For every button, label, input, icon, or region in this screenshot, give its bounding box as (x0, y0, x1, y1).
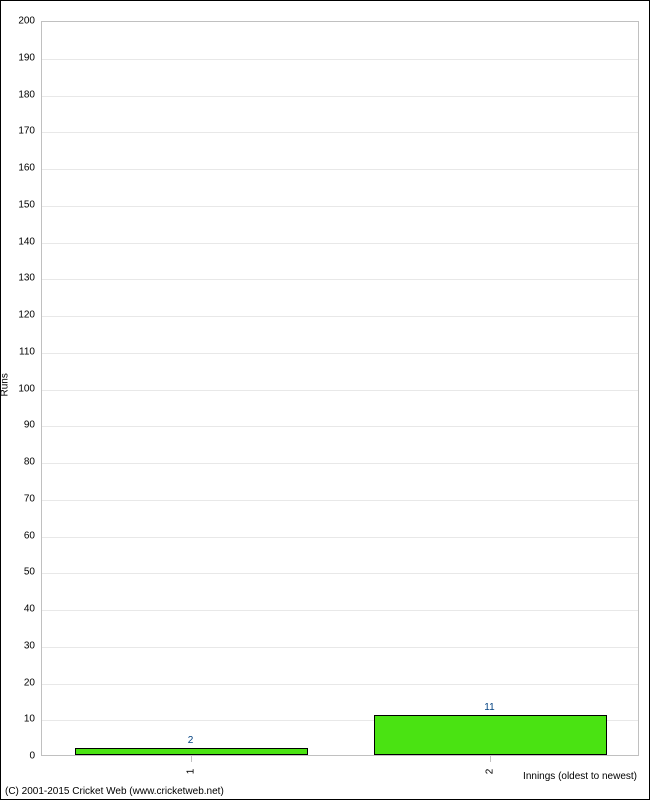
gridline (42, 59, 638, 60)
gridline (42, 279, 638, 280)
xtick-label: 2 (484, 769, 495, 775)
xtick-label: 1 (185, 769, 196, 775)
ytick-label: 100 (5, 383, 35, 394)
bar-value-label: 2 (188, 735, 194, 746)
ytick-label: 20 (5, 677, 35, 688)
bar-value-label: 11 (484, 702, 494, 713)
gridline (42, 684, 638, 685)
ytick-label: 0 (5, 751, 35, 762)
ytick-label: 70 (5, 493, 35, 504)
ytick-label: 130 (5, 273, 35, 284)
x-axis-label: Innings (oldest to newest) (523, 771, 637, 782)
ytick-label: 110 (5, 346, 35, 357)
gridline (42, 169, 638, 170)
bar (75, 748, 308, 755)
ytick-label: 120 (5, 310, 35, 321)
gridline (42, 426, 638, 427)
chart-frame: Runs Innings (oldest to newest) (C) 2001… (0, 0, 650, 800)
xtick (191, 756, 192, 762)
ytick-label: 140 (5, 236, 35, 247)
gridline (42, 353, 638, 354)
ytick-label: 40 (5, 604, 35, 615)
gridline (42, 610, 638, 611)
ytick-label: 50 (5, 567, 35, 578)
gridline (42, 96, 638, 97)
gridline (42, 390, 638, 391)
gridline (42, 206, 638, 207)
ytick-label: 200 (5, 16, 35, 27)
gridline (42, 647, 638, 648)
xtick (490, 756, 491, 762)
gridline (42, 132, 638, 133)
ytick-label: 190 (5, 52, 35, 63)
ytick-label: 60 (5, 530, 35, 541)
ytick-label: 30 (5, 640, 35, 651)
gridline (42, 243, 638, 244)
copyright-text: (C) 2001-2015 Cricket Web (www.cricketwe… (5, 786, 224, 797)
ytick-label: 90 (5, 420, 35, 431)
ytick-label: 180 (5, 89, 35, 100)
plot-area (41, 21, 639, 756)
bar (374, 715, 607, 755)
ytick-label: 80 (5, 457, 35, 468)
gridline (42, 316, 638, 317)
gridline (42, 463, 638, 464)
ytick-label: 170 (5, 126, 35, 137)
ytick-label: 150 (5, 199, 35, 210)
gridline (42, 537, 638, 538)
gridline (42, 573, 638, 574)
ytick-label: 160 (5, 163, 35, 174)
ytick-label: 10 (5, 714, 35, 725)
gridline (42, 500, 638, 501)
